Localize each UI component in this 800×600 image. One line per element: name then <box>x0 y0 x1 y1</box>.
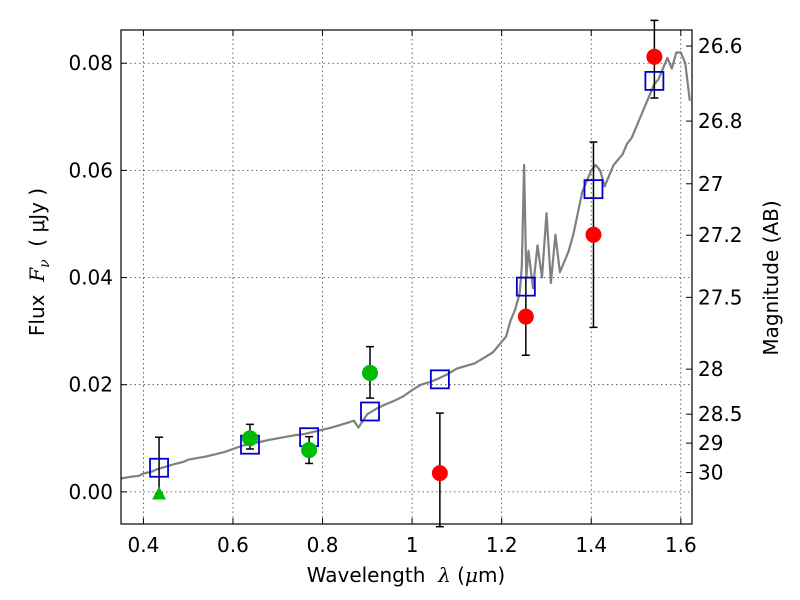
red-point-marker <box>585 226 602 243</box>
model-square-marker <box>429 369 450 390</box>
template-spectrum <box>120 51 691 480</box>
y-tick-label: 0.06 <box>68 158 113 182</box>
x-tick-label: 1.4 <box>575 533 607 557</box>
model-square-marker <box>644 71 665 91</box>
magnitude-tick-label: 28 <box>698 357 723 381</box>
y-axis-label: Flux Fν ( μJy ) <box>25 188 53 336</box>
x-tick-label: 0.8 <box>307 533 339 557</box>
markers <box>149 48 665 500</box>
x-axis-label: Wavelength λ (μm) <box>307 563 506 587</box>
y-tick-label: 0.02 <box>68 373 113 397</box>
red-point-marker <box>431 465 448 482</box>
magnitude-tick-label: 28.5 <box>698 402 743 426</box>
x-tick-label: 0.4 <box>127 533 159 557</box>
magnitude-tick-label: 27 <box>698 172 723 196</box>
model-square-marker <box>583 179 604 200</box>
grid <box>121 30 692 524</box>
magnitude-tick-label: 26.6 <box>698 34 743 58</box>
green-point-marker <box>362 364 379 381</box>
template-spectrum-line <box>120 51 691 480</box>
magnitude-tick-label: 27.2 <box>698 223 743 247</box>
y-tick-label: 0.00 <box>68 480 113 504</box>
green-point-marker <box>301 442 318 459</box>
green-point-marker <box>241 430 258 447</box>
x-tick-label: 0.6 <box>217 533 249 557</box>
upper-limit-triangle-marker <box>152 486 167 500</box>
magnitude-tick-label: 29 <box>698 431 723 455</box>
magnitude-tick-label: 26.8 <box>698 109 743 133</box>
ticks: 0.4 0.6 0.8 1 1.2 1.4 1.6 0.00 0.02 0.04 0.06 0.08 2… <box>68 30 743 557</box>
y-tick-label: 0.04 <box>68 266 113 290</box>
model-square-marker <box>360 401 380 422</box>
red-point-marker <box>517 308 534 325</box>
x-tick-label: 1.2 <box>486 533 518 557</box>
plot-frame <box>120 29 693 525</box>
model-square-marker <box>149 457 169 478</box>
y-tick-label: 0.08 <box>68 51 113 75</box>
x-tick-label: 1.6 <box>665 533 697 557</box>
magnitude-tick-label: 30 <box>698 461 723 485</box>
model-square-marker <box>515 276 536 297</box>
red-point-marker <box>646 48 663 65</box>
x-tick-label: 1 <box>406 533 419 557</box>
magnitude-tick-label: 27.5 <box>698 285 743 309</box>
magnitude-axis-label: Magnitude (AB) <box>759 200 783 355</box>
